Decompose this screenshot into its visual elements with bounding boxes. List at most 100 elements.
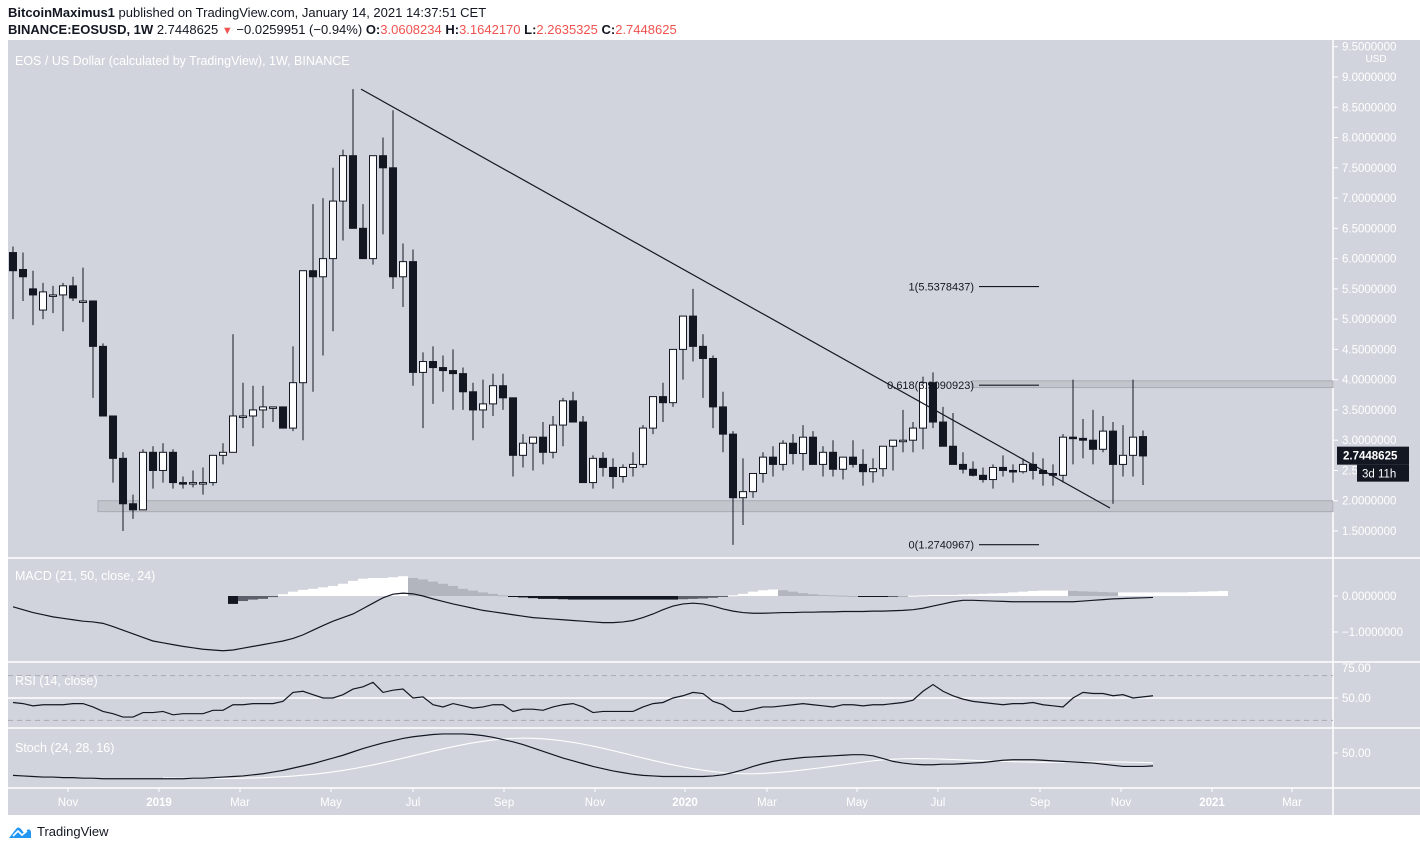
- macd-histogram-bar: [958, 594, 968, 596]
- rsi-legend[interactable]: RSI (14, close): [15, 674, 98, 688]
- price-tick: 9.5000000: [1342, 42, 1396, 54]
- down-candle: [809, 436, 817, 465]
- rsi-panel: 75.00 50.00: [8, 663, 1371, 721]
- up-candle: [419, 361, 427, 373]
- macd-histogram-bar: [1118, 592, 1128, 596]
- macd-histogram-bar: [568, 596, 578, 600]
- stoch-k-line: [12, 733, 1154, 780]
- macd-histogram-bar: [978, 593, 988, 596]
- price-axis[interactable]: 9.5000000 9.0000000 8.5000000 8.0000000 7.50…: [1333, 42, 1409, 538]
- down-candle: [499, 385, 507, 399]
- price-tick: 7.5000000: [1342, 163, 1396, 175]
- macd-histogram-bar: [228, 596, 238, 604]
- macd-legend[interactable]: MACD (21, 50, close, 24): [15, 569, 155, 583]
- up-candle: [59, 285, 67, 296]
- tradingview-footer[interactable]: TradingView: [8, 824, 109, 839]
- up-candle: [479, 403, 487, 411]
- down-candle: [929, 382, 937, 423]
- macd-histogram-bar: [248, 596, 258, 600]
- macd-histogram-bar: [418, 579, 428, 596]
- up-candle: [39, 291, 47, 311]
- stoch-legend[interactable]: Stoch (24, 28, 16): [15, 741, 114, 755]
- macd-histogram-bar: [778, 590, 788, 596]
- down-candle: [709, 357, 717, 408]
- macd-histogram-bar: [728, 595, 738, 597]
- macd-histogram-bar: [588, 596, 598, 600]
- macd-histogram-bar: [648, 596, 658, 600]
- macd-histogram-bar: [1168, 592, 1178, 596]
- macd-histogram-bar: [1038, 590, 1048, 596]
- macd-histogram-bar: [828, 595, 838, 597]
- down-candle: [1079, 437, 1087, 441]
- panel-frames: [8, 40, 1420, 815]
- up-candle: [159, 451, 167, 471]
- macd-histogram-bar: [968, 594, 978, 596]
- down-candle: [939, 421, 947, 447]
- down-candle: [169, 451, 177, 484]
- down-candle: [429, 361, 437, 369]
- down-candle: [959, 463, 967, 470]
- price-tick: 1.5000000: [1342, 526, 1396, 538]
- macd-histogram-bar: [618, 596, 628, 600]
- macd-histogram-bar: [1128, 592, 1138, 596]
- trendline[interactable]: [360, 88, 1111, 509]
- down-candle: [579, 421, 587, 484]
- macd-histogram-bar: [438, 583, 448, 596]
- macd-histogram-bar: [458, 588, 468, 596]
- price-tick: 4.5000000: [1342, 344, 1396, 356]
- down-candle: [699, 345, 707, 359]
- resistance-zone: [971, 380, 1334, 389]
- up-candle: [629, 463, 637, 468]
- time-axis[interactable]: Nov 2019 Mar May Jul Sep Nov 2020 Mar May Jul Sep No…: [58, 788, 1302, 809]
- macd-histogram-bar: [848, 596, 858, 597]
- down-candle: [179, 482, 187, 485]
- up-candle: [249, 409, 257, 417]
- macd-histogram-bar: [738, 593, 748, 596]
- open-label: O:: [365, 22, 381, 37]
- up-candle: [1099, 430, 1107, 450]
- chart-container[interactable]: 1(5.5378437) 0.618(3.9090923) 0(1.2740967)…: [0, 40, 1420, 815]
- currency-label: USD: [1365, 54, 1386, 65]
- macd-histogram-bar: [608, 596, 618, 600]
- macd-histogram-bar: [1218, 590, 1228, 596]
- down-candle: [569, 400, 577, 423]
- price-tick: 5.0000000: [1342, 314, 1396, 326]
- tradingview-brand: TradingView: [37, 824, 109, 839]
- macd-histogram-bar: [1098, 592, 1108, 596]
- macd-histogram-bar: [508, 596, 518, 597]
- macd-histogram-bar: [1208, 591, 1218, 596]
- down-candle: [129, 503, 137, 511]
- close-value: 2.7448625: [615, 22, 677, 37]
- up-candle: [269, 406, 277, 409]
- price-tick: 6.5000000: [1342, 223, 1396, 235]
- down-candle: [849, 456, 857, 465]
- price-tick: 9.0000000: [1342, 72, 1396, 84]
- price-tick: 4.0000000: [1342, 375, 1396, 387]
- macd-histogram-bar: [408, 578, 418, 596]
- up-candle: [619, 466, 627, 478]
- macd-histogram-bar: [1068, 590, 1078, 596]
- macd-histogram-bar: [1178, 592, 1188, 596]
- time-tick: Jul: [406, 797, 421, 809]
- down-candle: [1139, 436, 1147, 457]
- macd-histogram-bar: [858, 596, 868, 597]
- time-tick: Nov: [58, 797, 79, 809]
- up-candle: [1059, 436, 1067, 476]
- up-candle: [819, 451, 827, 465]
- macd-histogram-bar: [1088, 591, 1098, 596]
- countdown-tag: [1357, 464, 1409, 482]
- chart-canvas[interactable]: 1(5.5378437) 0.618(3.9090923) 0(1.2740967)…: [0, 40, 1420, 815]
- macd-histogram-bar: [698, 596, 708, 599]
- publisher-name[interactable]: BitcoinMaximus1: [8, 5, 115, 20]
- fib-level-label: 0.618(3.9090923): [887, 380, 974, 392]
- high-label: H:: [445, 22, 460, 37]
- down-candle: [1109, 430, 1117, 465]
- macd-histogram-bar: [388, 577, 398, 596]
- macd-histogram-bar: [368, 578, 378, 596]
- up-candle: [679, 315, 687, 350]
- macd-histogram-bar: [1008, 592, 1018, 596]
- macd-histogram-bar: [1078, 591, 1088, 596]
- macd-histogram-bar: [888, 596, 898, 597]
- macd-histogram-bar: [238, 596, 248, 602]
- macd-histogram-bar: [938, 594, 948, 596]
